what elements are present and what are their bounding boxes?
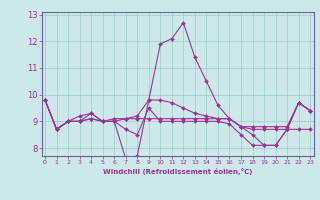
X-axis label: Windchill (Refroidissement éolien,°C): Windchill (Refroidissement éolien,°C) xyxy=(103,168,252,175)
